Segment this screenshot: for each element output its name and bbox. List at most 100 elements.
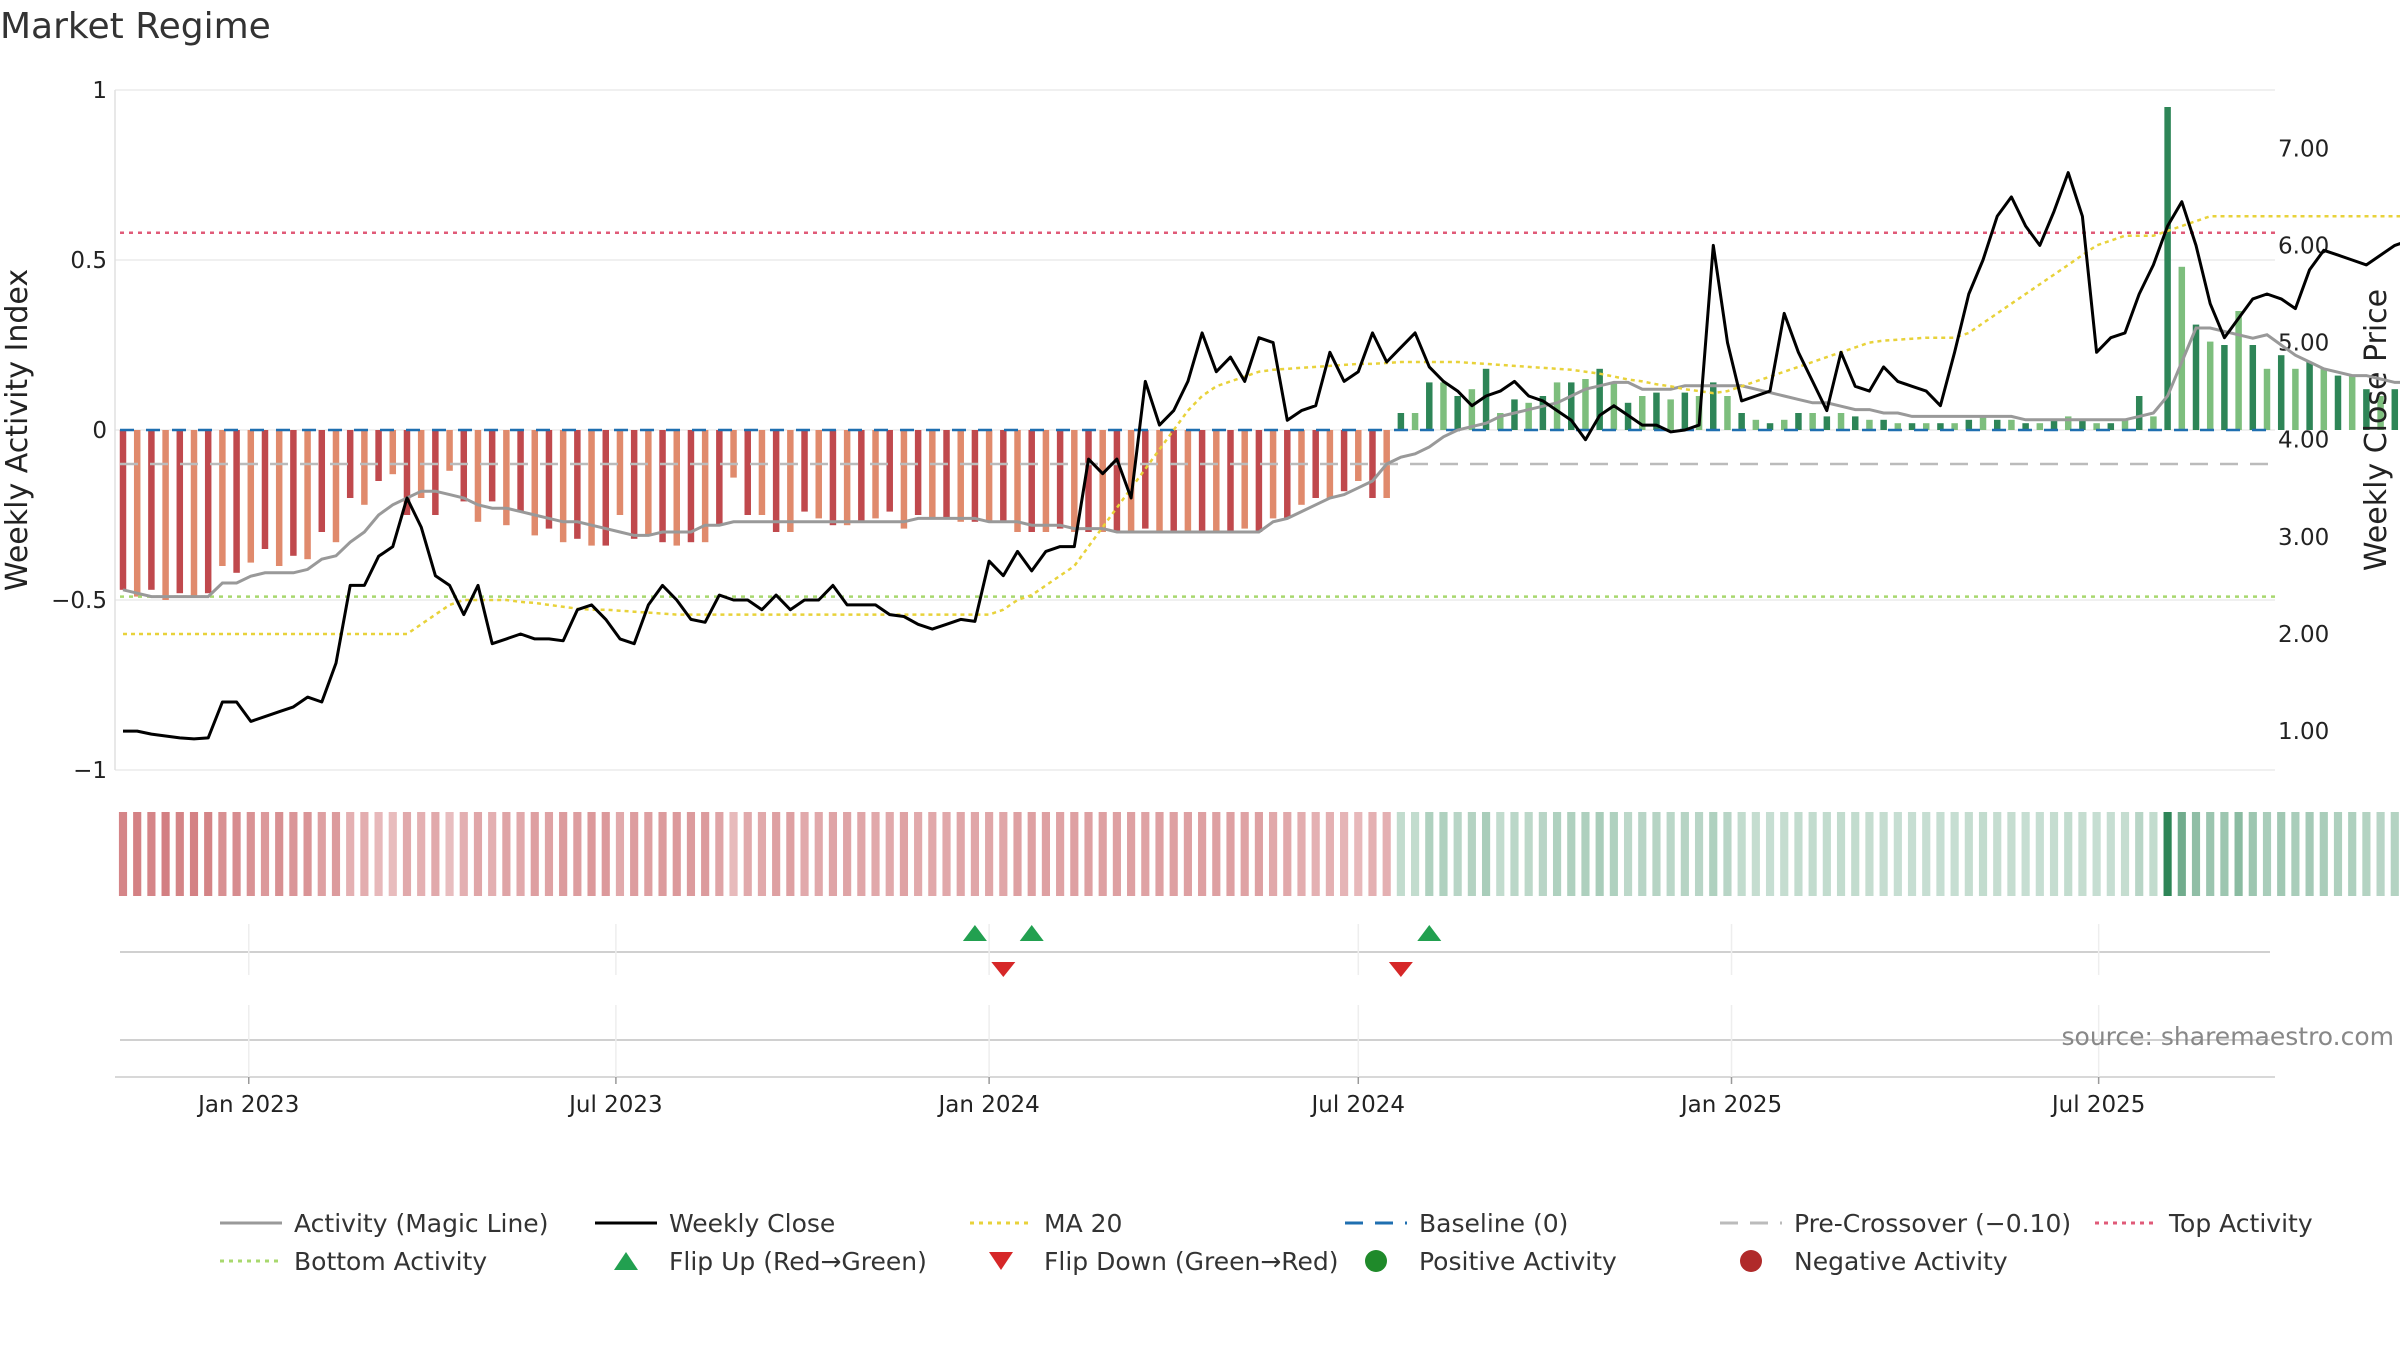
activity-bar bbox=[1809, 413, 1816, 430]
x-tick-label: Jan 2025 bbox=[1679, 1092, 1782, 1118]
activity-bar bbox=[474, 430, 482, 522]
activity-bar bbox=[1766, 423, 1774, 430]
activity-bar bbox=[744, 430, 751, 515]
activity-bar bbox=[1170, 430, 1177, 532]
activity-bar bbox=[2121, 419, 2129, 430]
activity-bar bbox=[1837, 413, 1845, 430]
regime-strip-cell bbox=[857, 812, 866, 896]
regime-strip-cell bbox=[1538, 812, 1547, 896]
regime-strip-cell bbox=[133, 812, 142, 896]
regime-strip-cell bbox=[161, 812, 170, 896]
activity-bar bbox=[247, 430, 255, 563]
y-left-axis-label: Weekly Activity Index bbox=[0, 269, 35, 591]
x-tick-label: Jul 2025 bbox=[2050, 1092, 2146, 1118]
regime-strip-cell bbox=[1396, 812, 1405, 896]
regime-strip-cell bbox=[246, 812, 255, 896]
activity-bar bbox=[1539, 396, 1547, 430]
activity-bar bbox=[1951, 423, 1958, 430]
activity-bar bbox=[1823, 416, 1831, 430]
regime-strip-cell bbox=[2021, 812, 2030, 896]
y-left-tick-label: −0.5 bbox=[51, 588, 107, 614]
flip-up-marker bbox=[962, 925, 987, 941]
regime-strip-cell bbox=[2149, 812, 2158, 896]
regime-strip-cell bbox=[1879, 812, 1888, 896]
legend-label: Activity (Magic Line) bbox=[294, 1209, 548, 1238]
flip-down-marker bbox=[991, 962, 1016, 977]
regime-strip-cell bbox=[2220, 812, 2229, 896]
regime-strip-cell bbox=[2049, 812, 2059, 896]
weekly-close-line bbox=[123, 171, 2400, 741]
activity-bar bbox=[403, 430, 411, 515]
regime-strip-cell bbox=[1340, 812, 1349, 896]
legend: Activity (Magic Line) Weekly Close MA 20 Ba… bbox=[220, 1209, 2313, 1276]
regime-strip-cell bbox=[1311, 812, 1320, 896]
series-lines bbox=[122, 171, 2400, 741]
flip-up-marker bbox=[1019, 925, 1044, 941]
regime-strip-cell bbox=[1581, 812, 1590, 896]
activity-bar bbox=[559, 430, 567, 543]
activity-bar bbox=[1213, 430, 1220, 532]
legend-item: Flip Up (Red→Green) bbox=[614, 1247, 927, 1276]
regime-strip-cell bbox=[1950, 812, 1959, 896]
activity-bar bbox=[1227, 430, 1234, 532]
regime-strip-cell bbox=[999, 812, 1008, 896]
regime-strip-cell bbox=[1254, 812, 1263, 896]
regime-strip-cell bbox=[1993, 812, 2002, 896]
activity-bar bbox=[2135, 396, 2143, 430]
regime-strip-cell bbox=[1269, 812, 1278, 896]
activity-bar bbox=[929, 430, 936, 519]
activity-bar bbox=[545, 430, 553, 529]
regime-strip-cell bbox=[970, 812, 979, 896]
activity-bar bbox=[460, 430, 468, 502]
x-tick-label: Jul 2024 bbox=[1309, 1092, 1405, 1118]
y-right-tick-label: 5.00 bbox=[2278, 331, 2329, 357]
regime-strip-cell bbox=[1595, 812, 1604, 896]
activity-bar bbox=[2079, 419, 2086, 430]
regime-strip-cell bbox=[2262, 812, 2272, 896]
regime-strip-cell bbox=[1127, 812, 1136, 896]
regime-strip-cell bbox=[2376, 812, 2385, 896]
activity-bar bbox=[645, 430, 652, 536]
y-right-tick-label: 1.00 bbox=[2278, 719, 2329, 745]
chart-title: Market Regime bbox=[0, 6, 271, 47]
activity-bar bbox=[730, 430, 737, 478]
regime-strip bbox=[118, 812, 2399, 896]
legend-item: Bottom Activity bbox=[220, 1247, 487, 1276]
regime-strip-cell bbox=[2390, 812, 2399, 896]
activity-bar bbox=[1482, 368, 1490, 430]
regime-strip-cell bbox=[1198, 812, 1207, 896]
regime-strip-cell bbox=[2277, 812, 2286, 896]
regime-strip-cell bbox=[1794, 812, 1803, 896]
flip-up-marker bbox=[1417, 925, 1442, 941]
regime-strip-cell bbox=[1070, 812, 1079, 896]
regime-strip-cell bbox=[800, 812, 809, 896]
activity-bar bbox=[2093, 423, 2100, 430]
activity-bar bbox=[1028, 430, 1035, 532]
regime-strip-cell bbox=[871, 812, 880, 896]
regime-strip-cell bbox=[289, 812, 298, 896]
activity-bar bbox=[787, 430, 794, 532]
regime-strip-cell bbox=[914, 812, 923, 896]
activity-bar bbox=[2150, 416, 2157, 430]
source-label: source: sharemaestro.com bbox=[2062, 1022, 2395, 1051]
regime-strip-cell bbox=[1694, 812, 1704, 896]
regime-strip-cell bbox=[2120, 812, 2130, 896]
activity-bar bbox=[1568, 382, 1575, 430]
regime-strip-cell bbox=[118, 812, 128, 896]
activity-bar bbox=[588, 430, 595, 546]
activity-bar bbox=[858, 430, 865, 522]
regime-strip-cell bbox=[317, 812, 326, 896]
regime-strip-cell bbox=[573, 812, 582, 896]
regime-strip-cell bbox=[2291, 812, 2300, 896]
activity-bar bbox=[1284, 430, 1291, 519]
regime-strip-cell bbox=[956, 812, 965, 896]
legend-swatch bbox=[1740, 1250, 1762, 1272]
activity-bar bbox=[1653, 392, 1660, 430]
regime-strip-cell bbox=[1765, 812, 1775, 896]
regime-strip-cell bbox=[1666, 812, 1675, 896]
activity-bar bbox=[1312, 430, 1319, 498]
regime-strip-cell bbox=[1808, 812, 1817, 896]
regime-strip-cell bbox=[2319, 812, 2328, 896]
activity-bar bbox=[1127, 430, 1135, 532]
regime-strip-cell bbox=[1425, 812, 1434, 896]
